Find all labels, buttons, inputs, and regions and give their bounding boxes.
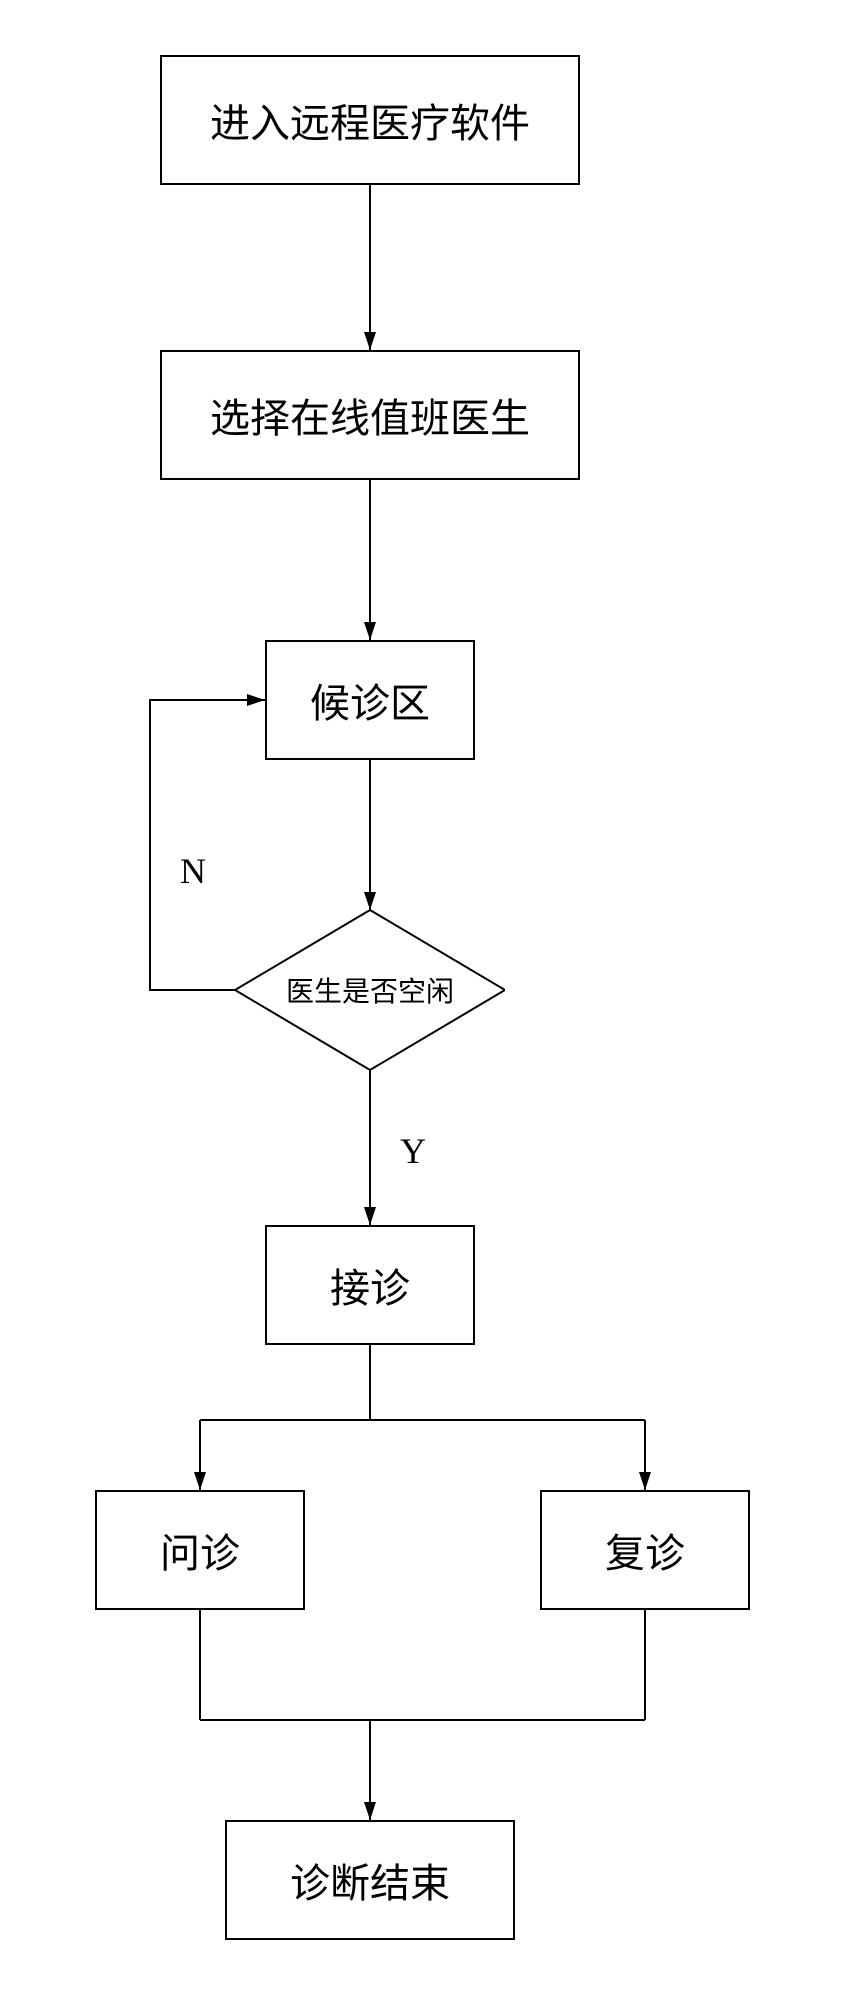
edge-label-labY: Y: [400, 1130, 426, 1172]
node-n6: 问诊: [95, 1490, 305, 1610]
node-n2: 选择在线值班医生: [160, 350, 580, 480]
node-n4: 医生是否空闲: [235, 910, 505, 1070]
node-n8-label: 诊断结束: [290, 1851, 450, 1909]
node-n2-label: 选择在线值班医生: [210, 386, 530, 444]
node-n6-label: 问诊: [160, 1521, 240, 1579]
node-n1: 进入远程医疗软件: [160, 55, 580, 185]
node-n7-label: 复诊: [605, 1521, 685, 1579]
node-n1-label: 进入远程医疗软件: [210, 91, 530, 149]
node-n7: 复诊: [540, 1490, 750, 1610]
node-n4-label: 医生是否空闲: [286, 970, 454, 1010]
node-n8: 诊断结束: [225, 1820, 515, 1940]
node-n3-label: 候诊区: [310, 671, 430, 729]
node-n3: 候诊区: [265, 640, 475, 760]
node-n5-label: 接诊: [330, 1256, 410, 1314]
flowchart-canvas: 进入远程医疗软件选择在线值班医生候诊区医生是否空闲接诊问诊 复诊诊断结束 N Y: [0, 0, 851, 2008]
node-n5: 接诊: [265, 1225, 475, 1345]
edge-label-labN: N: [180, 850, 206, 892]
